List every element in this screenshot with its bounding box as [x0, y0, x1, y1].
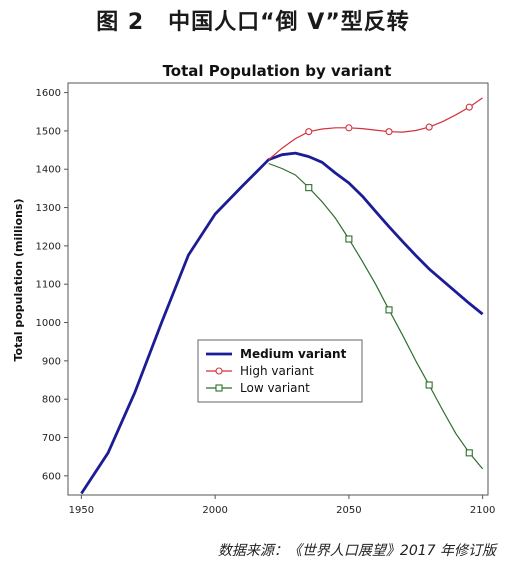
y-tick-label: 900 — [42, 356, 61, 367]
data-point — [425, 123, 433, 131]
y-tick-label: 1500 — [36, 126, 61, 137]
y-tick-label: 800 — [42, 395, 61, 406]
y-tick-label: 1600 — [36, 88, 61, 99]
y-tick-label: 1200 — [36, 241, 61, 252]
axes: 600 700 800 900 1000 1100 1200 1300 1400 1500 1600… — [36, 82, 495, 516]
data-point — [385, 128, 393, 136]
legend-label: Low variant — [240, 381, 310, 395]
legend-label: High variant — [240, 364, 314, 378]
data-point — [425, 381, 433, 389]
series-line-high-variant — [268, 97, 483, 161]
x-tick-label: 2050 — [336, 505, 361, 516]
plot-area — [67, 82, 489, 496]
data-point — [465, 103, 473, 111]
data-point — [305, 128, 313, 136]
chart-container: Total Population by variant Total popula… — [0, 48, 506, 518]
legend: Medium variant High variant Low variant — [197, 339, 363, 403]
figure-title: 中国人口“倒 V”型反转 — [168, 10, 410, 35]
y-tick-label: 1300 — [36, 203, 61, 214]
legend-marker — [215, 367, 223, 375]
y-tick-label: 1400 — [36, 165, 61, 176]
legend-marker — [215, 384, 223, 392]
series-lines — [80, 97, 484, 495]
figure-heading: 图 2 中国人口“倒 V”型反转 — [0, 4, 506, 36]
legend-label: Medium variant — [240, 347, 347, 361]
chart-title: Total Population by variant — [163, 62, 392, 80]
y-axis-label: Total population (millions) — [12, 199, 25, 362]
y-tick-label: 1100 — [36, 280, 61, 291]
data-point — [345, 124, 353, 132]
x-tick-label: 2100 — [470, 505, 495, 516]
y-tick-label: 700 — [42, 433, 61, 444]
data-point — [385, 306, 393, 314]
x-tick-label: 2000 — [202, 505, 227, 516]
data-point — [345, 235, 353, 243]
series-line-low-variant — [268, 162, 484, 470]
y-tick-label: 600 — [42, 471, 61, 482]
x-tick-label: 1950 — [69, 505, 94, 516]
data-point — [465, 449, 473, 457]
population-chart: Total Population by variant Total popula… — [12, 62, 495, 516]
data-point — [305, 184, 313, 192]
y-tick-label: 1000 — [36, 318, 61, 329]
series-line-medium-variant — [80, 151, 484, 495]
figure-number: 图 2 — [96, 10, 145, 35]
source-note: 数据来源：《世界人口展望》2017 年修订版 — [217, 543, 496, 559]
